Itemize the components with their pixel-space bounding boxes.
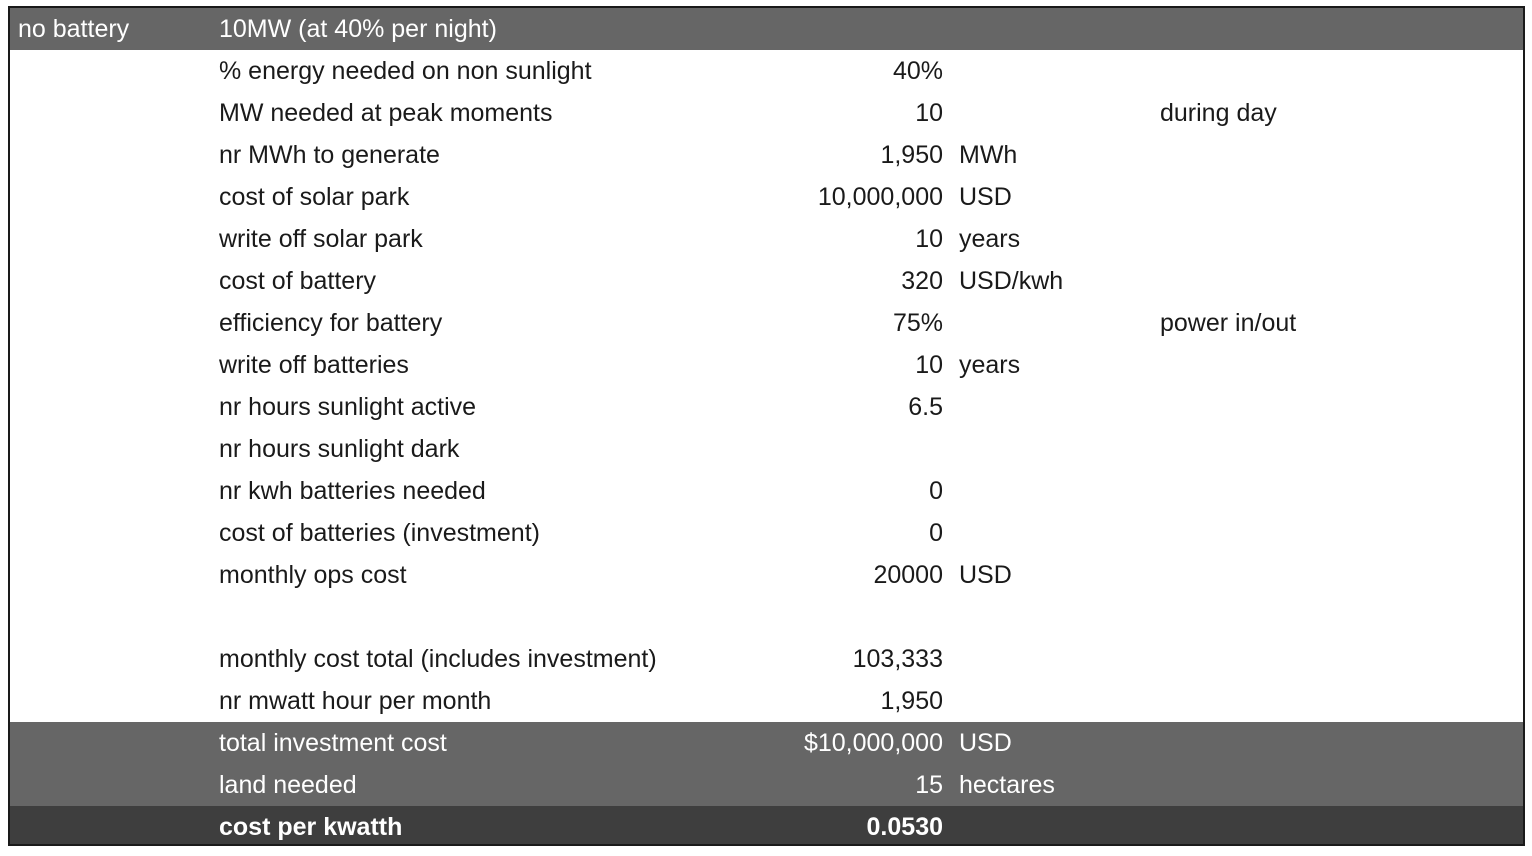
result-label[interactable]: cost per kwatth	[219, 813, 403, 841]
row-value[interactable]: 10	[915, 99, 943, 127]
table-row: write off batteries 10 years	[10, 344, 1523, 386]
row-value[interactable]: 1,950	[880, 687, 943, 715]
row-value[interactable]: 75%	[892, 309, 943, 337]
row-unit[interactable]: USD	[959, 183, 1012, 211]
row-label[interactable]: cost of battery	[219, 267, 377, 295]
row-label[interactable]: nr MWh to generate	[219, 141, 440, 169]
table-row: nr mwatt hour per month 1,950	[10, 680, 1523, 722]
row-label[interactable]: write off solar park	[219, 225, 423, 253]
row-unit[interactable]: years	[959, 351, 1021, 379]
table-row: % energy needed on non sunlight 40%	[10, 50, 1523, 92]
table-row: write off solar park 10 years	[10, 218, 1523, 260]
table-row: nr MWh to generate 1,950 MWh	[10, 134, 1523, 176]
summary-unit[interactable]: hectares	[959, 771, 1055, 799]
table-row: cost of solar park 10,000,000 USD	[10, 176, 1523, 218]
summary-label[interactable]: land needed	[219, 771, 357, 799]
summary-row-investment: total investment cost $10,000,000 USD	[10, 722, 1523, 764]
row-value[interactable]: 1,950	[880, 141, 943, 169]
row-unit[interactable]: MWh	[959, 141, 1018, 169]
summary-value[interactable]: $10,000,000	[803, 729, 943, 757]
summary-value[interactable]: 15	[915, 771, 943, 799]
table-row: monthly ops cost 20000 USD	[10, 554, 1523, 596]
row-label[interactable]: MW needed at peak moments	[219, 99, 553, 127]
row-value[interactable]: 0	[929, 519, 943, 547]
summary-row-land: land needed 15 hectares	[10, 764, 1523, 806]
table-row: cost of battery 320 USD/kwh	[10, 260, 1523, 302]
header-row: no battery 10MW (at 40% per night)	[10, 8, 1523, 50]
row-unit[interactable]: USD/kwh	[959, 267, 1064, 295]
row-label[interactable]: nr hours sunlight active	[219, 393, 477, 421]
row-value[interactable]: 6.5	[908, 393, 943, 421]
summary-label[interactable]: total investment cost	[219, 729, 447, 757]
table-row: monthly cost total (includes investment)…	[10, 638, 1523, 680]
row-unit[interactable]: USD	[959, 561, 1012, 589]
row-label[interactable]: % energy needed on non sunlight	[219, 57, 592, 85]
row-value[interactable]: 0	[929, 477, 943, 505]
row-label[interactable]: cost of batteries (investment)	[219, 519, 540, 547]
row-label[interactable]: nr mwatt hour per month	[219, 687, 492, 715]
row-label[interactable]: monthly ops cost	[219, 561, 407, 589]
table-row: efficiency for battery 75% power in/out	[10, 302, 1523, 344]
table-row: nr kwh batteries needed 0	[10, 470, 1523, 512]
result-row: cost per kwatth 0.0530	[10, 806, 1523, 844]
row-value[interactable]: 40%	[892, 57, 943, 85]
row-label[interactable]: cost of solar park	[219, 183, 410, 211]
row-note[interactable]: during day	[1160, 99, 1277, 127]
table-row: nr hours sunlight dark	[10, 428, 1523, 470]
table-row: cost of batteries (investment) 0	[10, 512, 1523, 554]
row-label[interactable]: nr hours sunlight dark	[219, 435, 460, 463]
row-label[interactable]: write off batteries	[219, 351, 409, 379]
row-value[interactable]: 320	[901, 267, 943, 295]
row-label[interactable]: efficiency for battery	[219, 309, 443, 337]
row-unit[interactable]: years	[959, 225, 1021, 253]
row-value[interactable]: 20000	[873, 561, 943, 589]
row-label[interactable]: nr kwh batteries needed	[219, 477, 486, 505]
result-value[interactable]: 0.0530	[866, 813, 943, 841]
row-value[interactable]: 10,000,000	[817, 183, 943, 211]
row-note[interactable]: power in/out	[1160, 309, 1297, 337]
header-scenario-label[interactable]: no battery	[18, 15, 130, 43]
row-value[interactable]: 103,333	[852, 645, 943, 673]
header-scenario-title[interactable]: 10MW (at 40% per night)	[219, 15, 497, 43]
row-value[interactable]: 10	[915, 225, 943, 253]
table-row-empty	[10, 596, 1523, 638]
row-value[interactable]: 10	[915, 351, 943, 379]
summary-unit[interactable]: USD	[959, 729, 1012, 757]
spreadsheet-table: no battery 10MW (at 40% per night) % ene…	[8, 6, 1525, 846]
table-row: MW needed at peak moments 10 during day	[10, 92, 1523, 134]
row-label[interactable]: monthly cost total (includes investment)	[219, 645, 657, 673]
table-row: nr hours sunlight active 6.5	[10, 386, 1523, 428]
